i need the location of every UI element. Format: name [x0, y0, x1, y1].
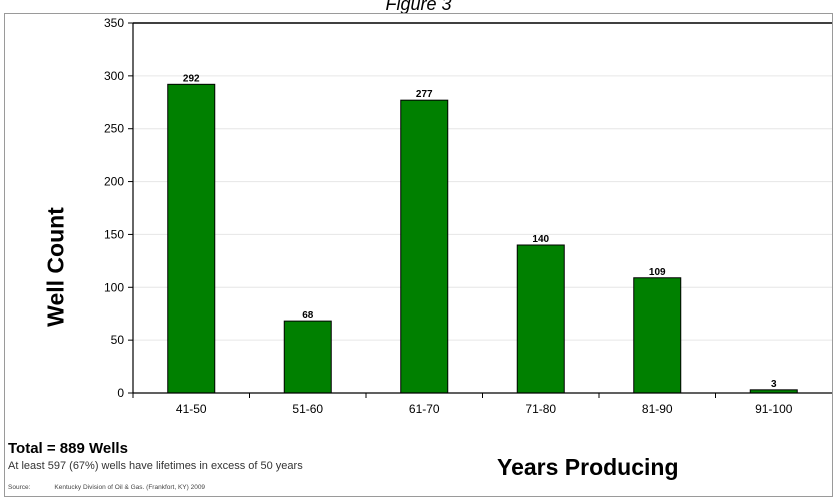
- y-tick-label: 350: [104, 16, 124, 30]
- data-label: 3: [771, 379, 777, 390]
- source-line: Source: Kentucky Division of Oil & Gas. (…: [8, 484, 205, 491]
- y-tick-label: 0: [117, 386, 124, 400]
- bar-81-90: [634, 278, 681, 393]
- y-tick-label: 250: [104, 122, 124, 136]
- data-label: 277: [416, 89, 433, 100]
- data-labels: 292 68 277 140 109 3: [183, 73, 777, 390]
- x-tick-labels: 41-50 51-60 61-70 71-80 81-90 91-100: [176, 402, 793, 416]
- y-tick-label: 50: [111, 333, 125, 347]
- x-tick-label: 41-50: [176, 402, 207, 416]
- x-tick-label: 51-60: [292, 402, 323, 416]
- y-tick-label: 300: [104, 69, 124, 83]
- bar-71-80: [517, 245, 564, 393]
- bar-51-60: [284, 321, 331, 393]
- data-label: 68: [302, 310, 314, 321]
- x-tick-label: 61-70: [409, 402, 440, 416]
- bar-61-70: [401, 100, 448, 393]
- data-label: 292: [183, 73, 200, 84]
- x-tick-label: 71-80: [525, 402, 556, 416]
- source-value: Kentucky Division of Oil & Gas. (Frankfo…: [54, 484, 205, 491]
- y-tick-label: 200: [104, 175, 124, 189]
- y-tick-label: 100: [104, 280, 124, 294]
- y-axis-label: Well Count: [43, 207, 70, 327]
- y-tick-label: 150: [104, 227, 124, 241]
- axes: [128, 23, 832, 398]
- x-axis-label: Years Producing: [497, 454, 679, 481]
- x-tick-label: 81-90: [642, 402, 673, 416]
- source-label: Source:: [8, 484, 30, 491]
- data-label: 140: [532, 234, 549, 245]
- bars: [168, 84, 798, 393]
- y-tick-labels: 0 50 100 150 200 250 300 350: [104, 16, 124, 400]
- x-tick-label: 91-100: [755, 402, 793, 416]
- bar-41-50: [168, 84, 215, 393]
- grid-lines: [133, 23, 832, 340]
- lifetime-note: At least 597 (67%) wells have lifetimes …: [8, 460, 303, 472]
- data-label: 109: [649, 267, 666, 278]
- total-wells: Total = 889 Wells: [8, 440, 128, 457]
